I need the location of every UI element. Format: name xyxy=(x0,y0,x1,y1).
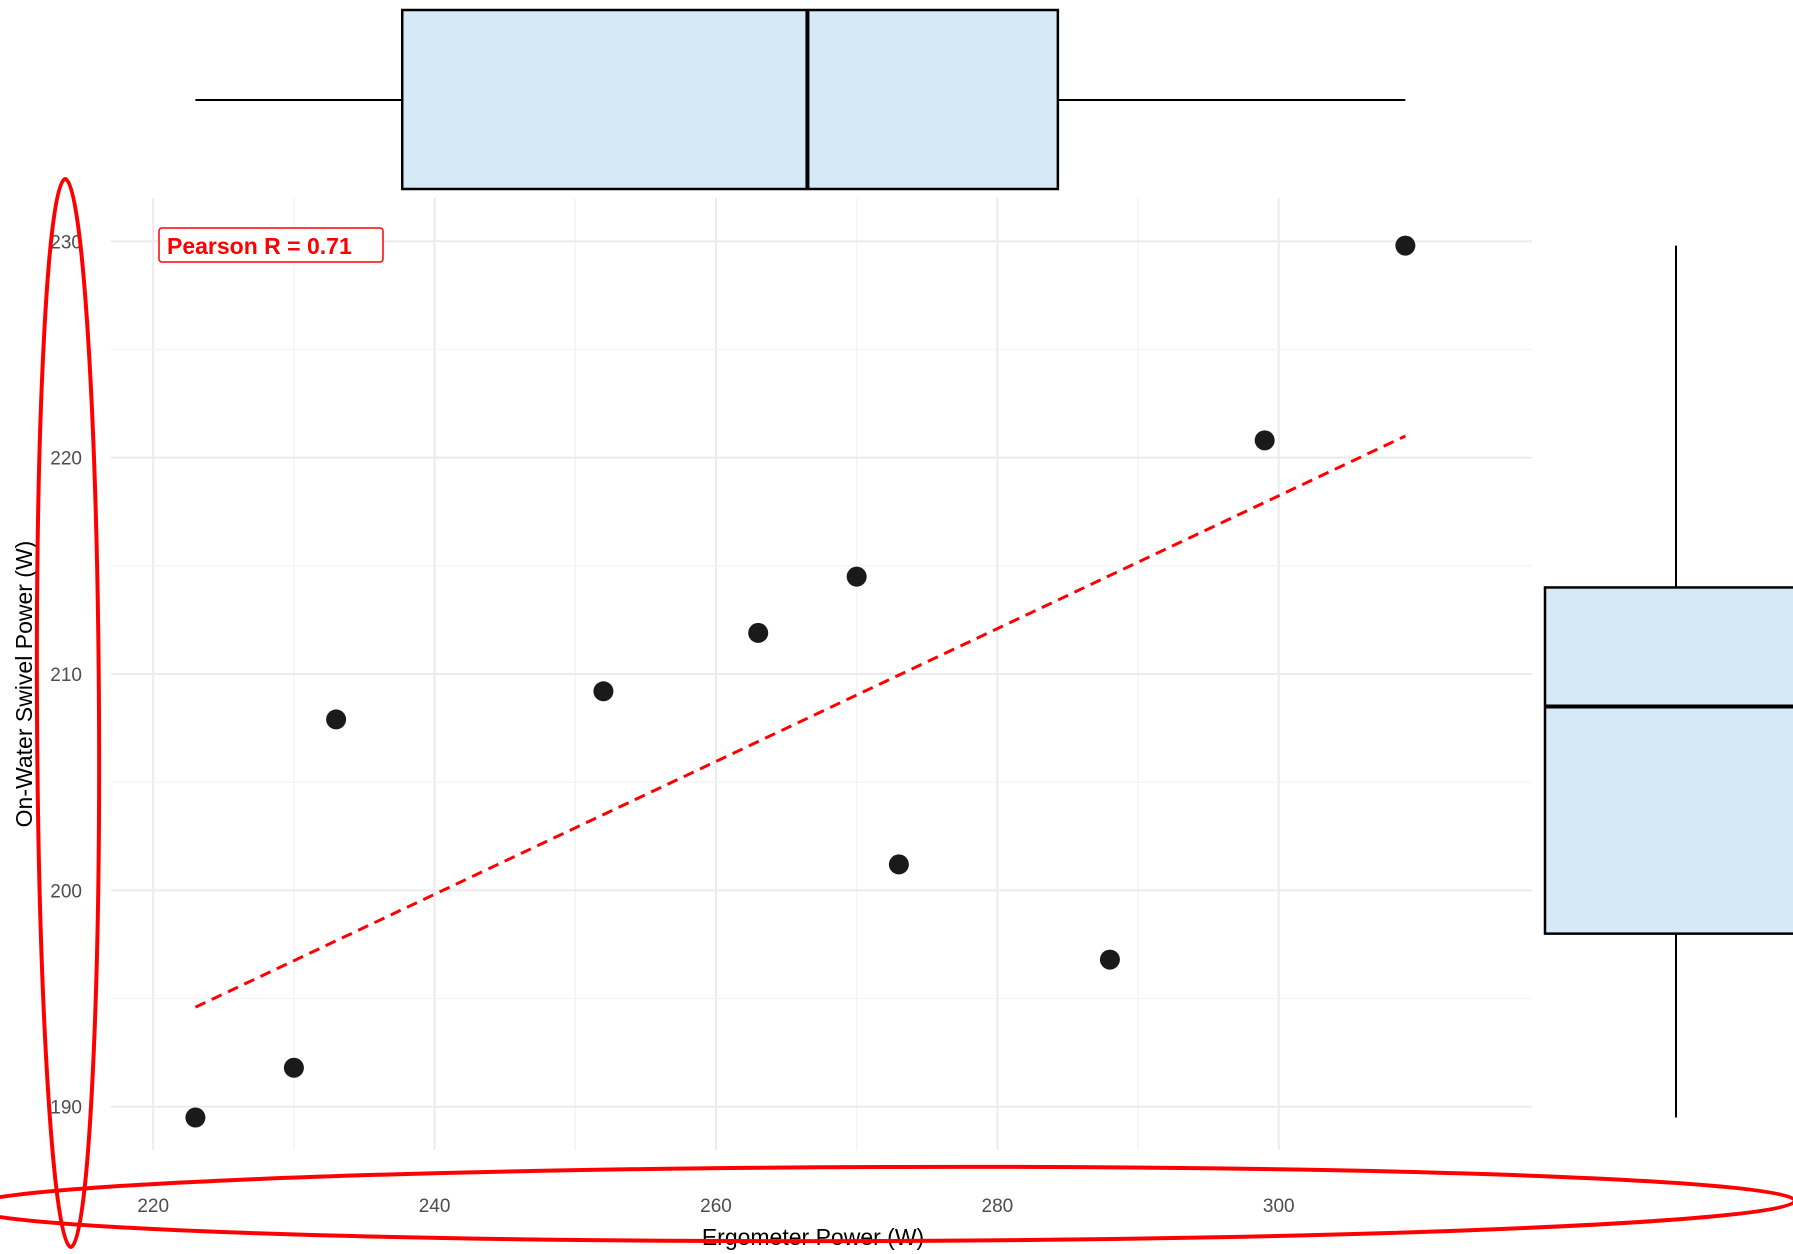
annotation-text: Pearson R = 0.71 xyxy=(167,233,352,259)
x-tick-label: 300 xyxy=(1263,1196,1295,1217)
scatter-point xyxy=(1099,949,1120,970)
scatter-points xyxy=(185,235,1416,1128)
x-box-iqr xyxy=(400,8,1060,191)
trend-line xyxy=(194,434,1407,1009)
y-tick-label: 220 xyxy=(50,449,82,470)
scatter-point xyxy=(1395,235,1416,256)
scatter-point xyxy=(593,681,614,702)
trend-line-segment xyxy=(194,434,1407,1009)
annotation: Pearson R = 0.71 xyxy=(158,227,384,263)
x-tick-label: 280 xyxy=(982,1196,1014,1217)
y-tick-label: 200 xyxy=(50,881,82,902)
x-tick-label: 220 xyxy=(137,1196,169,1217)
x-boxplot xyxy=(195,8,1406,191)
y-tick-label: 210 xyxy=(50,665,82,686)
x-tick-label: 260 xyxy=(700,1196,732,1217)
highlight-marks xyxy=(0,177,1793,1249)
scatter-point xyxy=(888,854,909,875)
x-axis-highlight-ellipse xyxy=(0,1164,1793,1244)
annotation-box xyxy=(158,227,384,263)
scatter-point xyxy=(326,709,347,730)
x-tick-label: 240 xyxy=(419,1196,451,1217)
scatter-point xyxy=(846,566,867,587)
y-tick-label: 230 xyxy=(50,232,82,253)
y-boxplot xyxy=(1543,245,1793,1118)
x-axis-title: Ergometer Power (W) xyxy=(702,1224,924,1250)
scatter-point xyxy=(185,1107,206,1128)
scatter-point xyxy=(1254,430,1275,451)
tick-labels: 220 240 260 280 300 190 200 210 220 230 xyxy=(50,232,1294,1217)
y-tick-label: 190 xyxy=(50,1098,82,1119)
grid xyxy=(111,198,1532,1150)
scatter-point xyxy=(283,1057,304,1078)
y-axis-highlight-ellipse xyxy=(34,177,102,1249)
y-axis-title: On-Water Swivel Power (W) xyxy=(11,541,37,828)
y-box-iqr xyxy=(1543,586,1793,935)
scatter-point xyxy=(748,622,769,643)
